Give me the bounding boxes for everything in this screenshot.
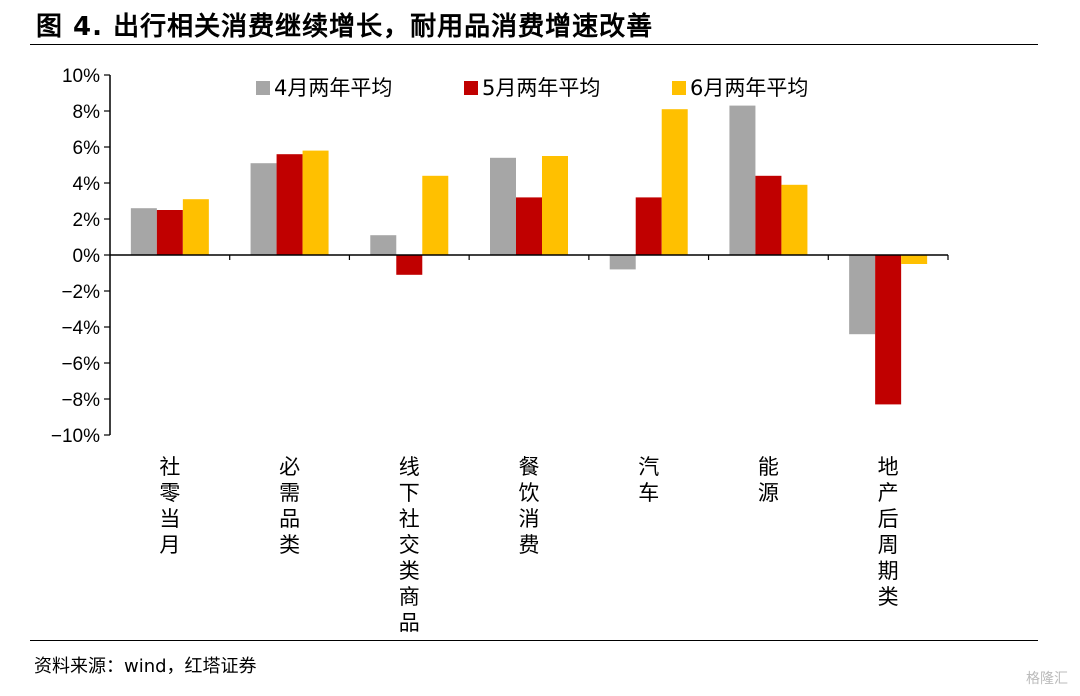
footer-rule bbox=[30, 640, 1038, 641]
bar bbox=[875, 255, 902, 405]
source-note: 资料来源：wind，红塔证券 bbox=[34, 656, 257, 677]
bar bbox=[130, 208, 157, 255]
bar bbox=[490, 157, 516, 255]
y-axis: 10% 8% 6% 4% 2% 0% −2% −4% −6% −8% −10% bbox=[51, 66, 111, 447]
bar bbox=[396, 255, 423, 275]
category-labels: 社零当月 必需品类 线下社交类商品 餐饮消费 汽车 能源 地产后周期类 bbox=[159, 455, 898, 635]
category-label: 地产后周期类 bbox=[878, 455, 899, 609]
bar bbox=[542, 156, 568, 255]
y-tick-label: −2% bbox=[61, 282, 100, 303]
legend: 4月两年平均 5月两年平均 6月两年平均 bbox=[256, 76, 808, 100]
x-axis bbox=[110, 254, 949, 260]
category-label: 能源 bbox=[758, 455, 779, 505]
bar bbox=[755, 175, 782, 255]
y-tick-label: 0% bbox=[73, 246, 101, 267]
bar bbox=[729, 105, 756, 255]
category-label: 餐饮消费 bbox=[519, 455, 540, 557]
bar bbox=[781, 184, 808, 255]
bar bbox=[182, 199, 209, 255]
bar bbox=[516, 197, 542, 255]
bar bbox=[609, 255, 636, 270]
y-tick-label: 8% bbox=[73, 102, 101, 123]
bar bbox=[849, 255, 876, 335]
bar bbox=[370, 235, 397, 255]
bar bbox=[276, 154, 303, 255]
bar bbox=[250, 163, 277, 255]
category-label: 必需品类 bbox=[279, 455, 300, 557]
bar bbox=[302, 150, 329, 255]
category-label: 汽车 bbox=[638, 455, 659, 505]
bar bbox=[901, 255, 928, 264]
bar bbox=[422, 175, 449, 255]
legend-label: 5月两年平均 bbox=[482, 76, 600, 100]
y-tick-label: 4% bbox=[73, 174, 101, 195]
legend-label: 6月两年平均 bbox=[690, 76, 808, 100]
y-tick-label: −4% bbox=[61, 318, 100, 339]
category-label: 线下社交类商品 bbox=[399, 455, 420, 635]
y-tick-label: −8% bbox=[61, 390, 100, 411]
bars bbox=[130, 105, 928, 405]
y-tick-label: 2% bbox=[73, 210, 101, 231]
legend-swatch bbox=[672, 81, 686, 95]
figure-title: 图 4. 出行相关消费继续增长，耐用品消费增速改善 bbox=[36, 12, 654, 42]
category-label: 社零当月 bbox=[159, 455, 180, 557]
legend-label: 4月两年平均 bbox=[274, 76, 392, 100]
bar bbox=[635, 197, 662, 255]
y-tick-label: 10% bbox=[62, 66, 100, 87]
y-tick-label: −6% bbox=[61, 354, 100, 375]
legend-swatch bbox=[256, 81, 270, 95]
bar bbox=[156, 210, 183, 255]
title-rule bbox=[30, 44, 1038, 45]
y-tick-label: 6% bbox=[73, 138, 101, 159]
legend-swatch bbox=[464, 81, 478, 95]
y-tick-label: −10% bbox=[51, 426, 100, 447]
watermark: 格隆汇 bbox=[1026, 671, 1068, 687]
bar bbox=[661, 109, 688, 255]
